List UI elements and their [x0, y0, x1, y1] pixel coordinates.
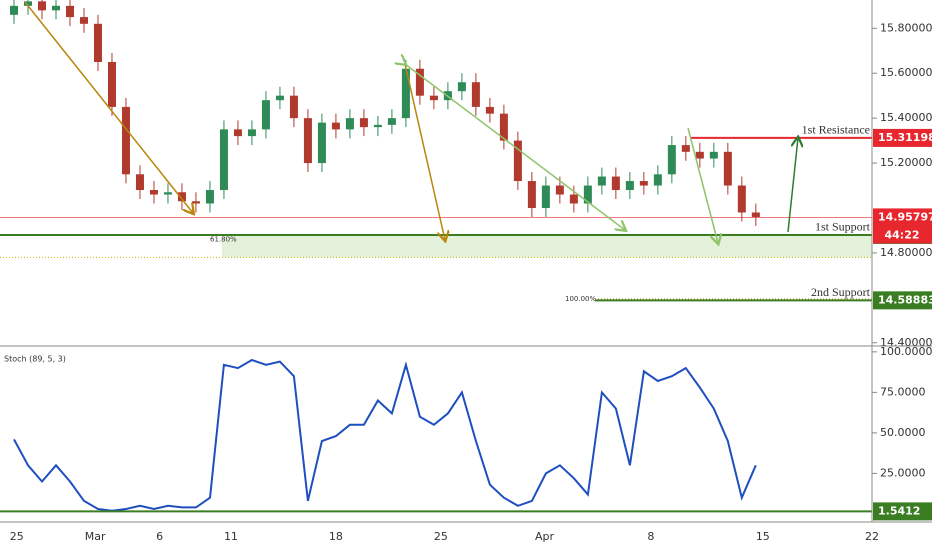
candle-body [65, 5, 74, 18]
x-tick-label: 25 [434, 530, 448, 543]
candle-body [345, 118, 354, 130]
candle-body [429, 95, 438, 101]
price-box [873, 291, 932, 310]
candle-body [541, 185, 550, 208]
candle-body [23, 1, 32, 6]
candle-body [457, 82, 466, 92]
y-tick-label: 75.0000 [880, 385, 926, 398]
candle-body [653, 174, 662, 186]
level-name: 1st Resistance [802, 123, 870, 137]
candle-body [709, 151, 718, 159]
candle-body [569, 194, 578, 204]
candle-body [723, 151, 732, 186]
price-box-label: 1.5412 [878, 504, 920, 517]
level-name: 1st Support [815, 220, 871, 234]
fib-label: 100.00% [565, 295, 596, 303]
candle-body [135, 174, 144, 191]
price-box-label: 15.31198 [878, 131, 932, 144]
price-box-label: 14.95797 [878, 210, 932, 223]
candle-body [205, 190, 214, 204]
candle-body [79, 17, 88, 24]
y-tick-label: 50.0000 [880, 426, 926, 439]
x-tick-label: Apr [535, 530, 555, 543]
candle-body [261, 100, 270, 130]
price-box [873, 502, 932, 521]
candle-body [471, 82, 480, 107]
y-tick-label: 100.0000 [880, 345, 932, 358]
candle-body [191, 201, 200, 204]
candle-body [331, 122, 340, 130]
candle-body [681, 145, 690, 152]
y-tick-label: 15.80000 [880, 21, 932, 34]
y-tick-label: 15.60000 [880, 66, 932, 79]
y-tick-label: 15.40000 [880, 111, 932, 124]
candle-body [317, 122, 326, 164]
y-tick-label: 14.80000 [880, 246, 932, 259]
x-tick-label: 8 [647, 530, 654, 543]
candle-body [611, 176, 620, 191]
y-tick-label: 15.20000 [880, 156, 932, 169]
arrow [787, 138, 798, 233]
candle-body [359, 118, 368, 128]
x-tick-label: 22 [865, 530, 879, 543]
candle-body [695, 151, 704, 159]
countdown-label: 44:22 [884, 228, 919, 241]
stoch-line [13, 358, 757, 512]
y-tick-label: 25.0000 [880, 466, 926, 479]
arrow [687, 127, 718, 243]
candle-body [163, 192, 172, 195]
x-tick-label: 18 [329, 530, 343, 543]
countdown-box [873, 226, 932, 244]
candle-body [737, 185, 746, 213]
price-box-label: 14.58883 [878, 293, 932, 306]
candle-body [177, 192, 186, 202]
candle-body [373, 124, 382, 128]
candle-body [667, 145, 676, 175]
candle-body [247, 129, 256, 137]
fib-label: 61.80% [210, 235, 237, 243]
arrow [24, 1, 193, 213]
candle-body [485, 106, 494, 114]
x-tick-label: 15 [756, 530, 770, 543]
candle-body [121, 106, 130, 175]
candle-body [219, 129, 228, 191]
annotation-arrows [24, 1, 798, 243]
x-tick-label: 25 [10, 530, 24, 543]
candle-body [233, 129, 242, 137]
candle-body [751, 212, 760, 217]
candle-body [387, 118, 396, 125]
indicator-title: Stoch (89, 5, 3) [4, 355, 66, 364]
x-tick-label: 11 [224, 530, 238, 543]
candle-body [275, 95, 284, 101]
candle-body [51, 5, 60, 11]
x-tick-label: Mar [85, 530, 106, 543]
candle-body [37, 1, 46, 11]
x-tick-label: 6 [156, 530, 163, 543]
price-box [873, 208, 932, 227]
candle-body [289, 95, 298, 119]
candle-body [555, 185, 564, 195]
candle-body [9, 5, 18, 15]
candle-body [597, 176, 606, 186]
level-name: 2nd Support [811, 285, 871, 299]
support-zone [222, 234, 872, 258]
arrow [405, 64, 625, 230]
candle-body [303, 118, 312, 164]
candle-body [93, 23, 102, 62]
candle-body [149, 190, 158, 195]
candle-body [401, 68, 410, 119]
candle-body [625, 181, 634, 191]
price-box [873, 128, 932, 147]
candle-body [527, 181, 536, 208]
candle-body [107, 61, 116, 107]
candle-body [639, 181, 648, 186]
